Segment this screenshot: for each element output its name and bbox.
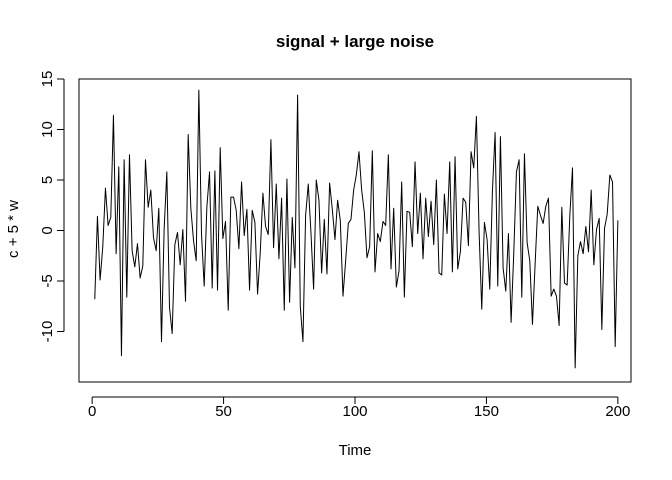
y-tick-label: 10 bbox=[39, 121, 56, 138]
x-axis-label: Time bbox=[339, 442, 372, 459]
series-line bbox=[94, 89, 619, 369]
y-tick-label: 15 bbox=[39, 71, 56, 88]
chart-title: signal + large noise bbox=[276, 32, 434, 51]
x-tick-label: 200 bbox=[605, 403, 630, 420]
x-tick-label: 100 bbox=[342, 403, 367, 420]
y-tick-label: -10 bbox=[39, 321, 56, 343]
series-group bbox=[94, 89, 619, 369]
x-axis: 0 50 100 150 200 bbox=[88, 396, 630, 420]
x-tick-label: 50 bbox=[215, 403, 232, 420]
y-axis: -10 -5 0 5 10 15 bbox=[39, 71, 65, 343]
y-tick-label: -5 bbox=[39, 274, 56, 287]
y-axis-label: c + 5 * w bbox=[5, 200, 22, 258]
plot-frame bbox=[78, 78, 632, 383]
y-tick-label: 0 bbox=[39, 226, 56, 234]
y-tick-label: 5 bbox=[39, 176, 56, 184]
x-tick-label: 0 bbox=[88, 403, 96, 420]
x-tick-label: 150 bbox=[474, 403, 499, 420]
